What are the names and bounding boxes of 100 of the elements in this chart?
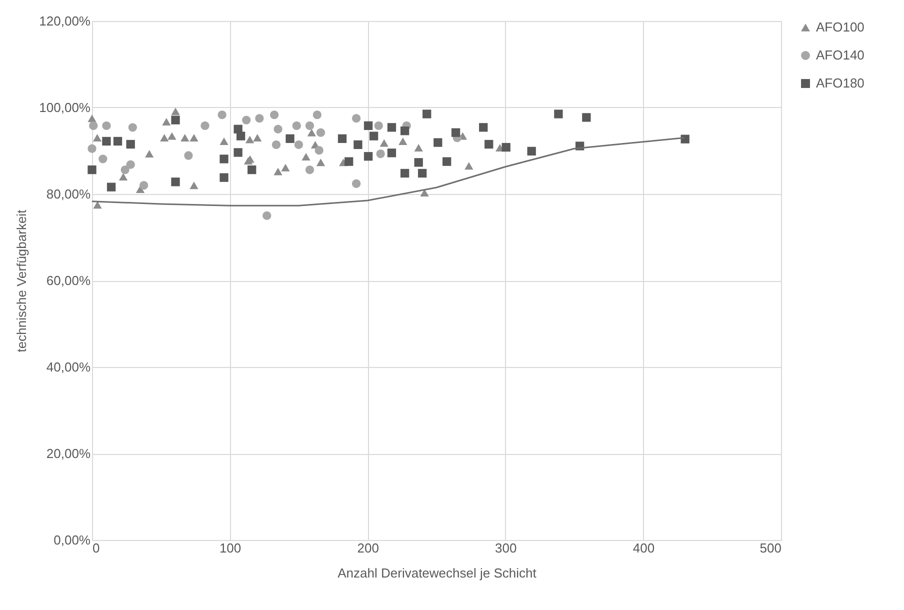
point	[118, 172, 128, 180]
point	[338, 134, 347, 143]
point	[274, 168, 282, 176]
point	[126, 160, 135, 169]
point	[314, 146, 324, 155]
point	[554, 110, 563, 118]
point	[274, 124, 282, 134]
point	[305, 165, 314, 174]
point	[113, 136, 122, 146]
point	[245, 136, 254, 144]
point	[171, 116, 180, 124]
y-axis-title: technische Verfügbarkeit	[14, 209, 30, 352]
point	[387, 148, 396, 158]
point	[180, 134, 190, 142]
point	[281, 164, 290, 172]
point	[374, 121, 383, 130]
point	[120, 165, 130, 174]
point	[200, 121, 210, 130]
point	[102, 136, 111, 146]
point	[220, 137, 228, 145]
point	[218, 110, 226, 120]
point	[414, 144, 423, 152]
point	[272, 140, 281, 150]
legend-label: AFO180	[816, 76, 864, 90]
point	[442, 157, 452, 166]
point	[160, 134, 169, 142]
point	[92, 134, 102, 142]
point	[190, 182, 198, 190]
point	[352, 179, 361, 188]
point	[422, 110, 432, 118]
point	[292, 121, 301, 130]
point	[364, 152, 373, 161]
point	[387, 123, 396, 132]
point	[464, 162, 474, 170]
point	[184, 151, 193, 160]
point	[253, 134, 262, 142]
point	[316, 128, 326, 137]
x-tick-label: 100	[219, 540, 242, 556]
legend-label: AFO140	[816, 48, 864, 62]
point	[128, 123, 137, 132]
point	[162, 118, 171, 126]
point	[126, 140, 135, 149]
point	[234, 148, 242, 157]
point	[286, 134, 294, 143]
point	[171, 178, 180, 186]
point	[312, 110, 322, 120]
point	[144, 150, 154, 158]
point	[248, 165, 256, 174]
y-tick-label: 0,00%	[54, 532, 91, 548]
point	[270, 110, 279, 120]
y-tick-label: 20,00%	[46, 446, 91, 461]
point	[376, 149, 385, 158]
point	[380, 139, 388, 147]
point	[414, 158, 423, 167]
point	[479, 123, 488, 132]
point	[680, 134, 690, 144]
point	[369, 132, 378, 140]
x-tick-label: 200	[357, 540, 379, 556]
x-axis-title: Anzahl Derivatewechsel je Schicht	[338, 566, 537, 580]
point	[98, 154, 108, 164]
y-tick-label: 100,00%	[39, 100, 91, 115]
y-tick-label: 40,00%	[46, 360, 91, 374]
point	[451, 128, 460, 137]
point	[364, 121, 373, 130]
y-tick-label: 80,00%	[46, 186, 91, 202]
point	[262, 211, 272, 220]
point	[307, 128, 316, 136]
point	[316, 158, 326, 166]
point	[344, 157, 354, 166]
point	[88, 114, 96, 122]
x-tick-label: 400	[632, 540, 655, 556]
y-tick-label: 60,00%	[46, 273, 91, 288]
point	[418, 168, 427, 178]
point	[93, 201, 102, 209]
x-tick-label: 0	[92, 540, 100, 556]
point	[106, 182, 116, 192]
point	[88, 144, 96, 153]
point	[171, 108, 180, 116]
point	[400, 126, 410, 136]
point	[354, 140, 362, 150]
point	[168, 132, 176, 140]
point	[302, 153, 310, 161]
point	[242, 116, 251, 124]
x-tick-label: 500	[760, 540, 782, 556]
point	[88, 165, 96, 174]
point	[102, 121, 111, 130]
point	[139, 181, 148, 190]
point	[294, 140, 304, 150]
x-tick-label: 300	[495, 540, 517, 556]
point	[352, 114, 361, 123]
point	[220, 173, 228, 182]
point	[400, 168, 410, 178]
point	[502, 142, 510, 152]
point	[89, 121, 98, 130]
point	[305, 121, 314, 130]
point	[190, 134, 198, 142]
point	[255, 114, 264, 123]
point	[484, 140, 494, 149]
point	[220, 154, 228, 164]
legend-label: AFO100	[816, 20, 864, 34]
